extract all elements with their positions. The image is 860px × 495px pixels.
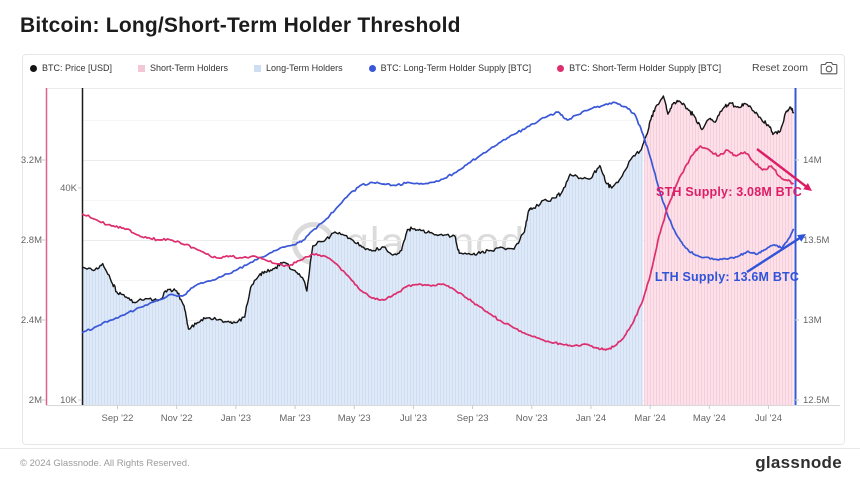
- annotation-arrow: [756, 148, 808, 189]
- legend-item-4[interactable]: BTC: Short-Term Holder Supply [BTC]: [557, 63, 721, 73]
- x-tick-label: Sep '23: [457, 413, 489, 424]
- x-tick-label: May '24: [693, 413, 726, 424]
- price-axis-tick-label: 40K: [60, 183, 78, 194]
- legend-marker-icon: [254, 64, 262, 72]
- annotation-arrowhead: [803, 183, 812, 191]
- price-axis-tick-label: 10K: [60, 395, 78, 406]
- legend-item-label: BTC: Long-Term Holder Supply [BTC]: [380, 63, 532, 73]
- legend-item-label: Short-Term Holders: [150, 63, 229, 73]
- legend-marker-icon: [557, 64, 565, 72]
- footer-copyright: © 2024 Glassnode. All Rights Reserved.: [20, 458, 190, 469]
- x-tick-label: Sep '22: [102, 413, 134, 424]
- legend-marker-icon: [138, 64, 146, 72]
- legend-marker-icon: [30, 64, 37, 72]
- page-title: Bitcoin: Long/Short-Term Holder Threshol…: [20, 14, 461, 37]
- reset-zoom-button[interactable]: Reset zoom: [752, 62, 809, 74]
- x-tick-label: Jul '24: [755, 413, 782, 424]
- legend-item-label: Long-Term Holders: [266, 63, 343, 73]
- lth-axis-tick-label: 13.5M: [803, 235, 829, 246]
- lth-supply-annotation: LTH Supply: 13.6M BTC: [654, 270, 800, 284]
- lth-axis-tick-label: 12.5M: [803, 395, 829, 406]
- camera-icon: [820, 61, 838, 75]
- sth-axis-tick-label: 2.4M: [21, 315, 42, 326]
- sth-axis-tick-label: 3.2M: [21, 155, 42, 166]
- sth-axis-tick-label: 2M: [29, 395, 42, 406]
- region-fill-long-term-holders: [82, 144, 643, 405]
- annotation-arrowhead: [797, 234, 806, 242]
- legend-item-0[interactable]: BTC: Price [USD]: [30, 63, 112, 73]
- x-tick-label: Nov '22: [161, 413, 193, 424]
- footer-divider: [0, 448, 860, 449]
- price-line: [81, 95, 795, 330]
- lth-axis-tick-label: 14M: [803, 155, 822, 166]
- export-chart-button[interactable]: [820, 60, 838, 76]
- x-tick-label: Nov '23: [516, 413, 548, 424]
- lth-axis-tick-label: 13M: [803, 315, 822, 326]
- glassnode-brand-logo: glassnode: [755, 453, 842, 472]
- region-fill-short-term-holders: [643, 96, 794, 405]
- legend-item-label: BTC: Price [USD]: [42, 63, 113, 73]
- legend-item-label: BTC: Short-Term Holder Supply [BTC]: [569, 63, 722, 73]
- sth-axis-tick-label: 2.8M: [21, 235, 42, 246]
- sth-supply-annotation: STH Supply: 3.08M BTC: [656, 185, 802, 199]
- legend-item-2[interactable]: Long-Term Holders: [254, 63, 343, 73]
- x-tick-label: Mar '24: [634, 413, 665, 424]
- annotation-arrow: [746, 236, 802, 274]
- legend-item-3[interactable]: BTC: Long-Term Holder Supply [BTC]: [368, 63, 532, 73]
- x-tick-label: May '23: [338, 413, 371, 424]
- x-tick-label: Jul '23: [400, 413, 427, 424]
- legend-item-1[interactable]: Short-Term Holders: [138, 63, 228, 73]
- x-tick-label: Jan '23: [221, 413, 251, 424]
- chart-legend: BTC: Price [USD] Short-Term Holders Long-T…: [30, 63, 721, 73]
- x-tick-label: Mar '23: [279, 413, 310, 424]
- sth-supply-line: [81, 145, 795, 351]
- legend-marker-icon: [368, 64, 376, 72]
- x-tick-label: Jan '24: [576, 413, 606, 424]
- lth-supply-line: [81, 101, 795, 334]
